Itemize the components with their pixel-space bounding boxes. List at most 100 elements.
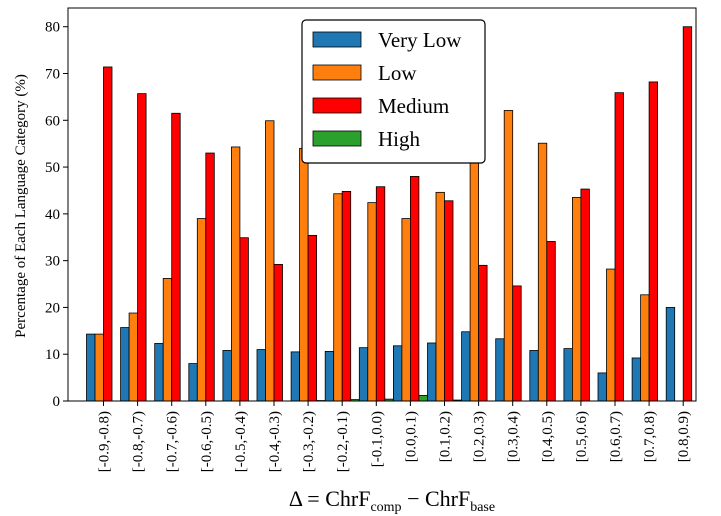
bar-low <box>299 147 309 402</box>
legend-label: High <box>378 127 421 151</box>
legend-swatch <box>312 64 362 81</box>
bar-medium <box>682 26 693 402</box>
x-axis-label: Δ = ChrFcomp − ChrFbase <box>289 486 495 515</box>
plot-frame <box>67 7 697 402</box>
bar-low <box>572 197 582 402</box>
bar-very-low <box>120 327 130 402</box>
bar-medium <box>546 241 556 402</box>
y-tick-label: 0 <box>53 394 61 410</box>
bar-very-low <box>222 350 232 402</box>
legend-box <box>301 19 486 164</box>
x-tick-label: [0.0,0.1) <box>403 411 419 462</box>
bar-very-low <box>188 363 198 402</box>
y-axis: 0 10 20 30 40 50 60 70 80 <box>45 20 68 410</box>
bar-low <box>196 218 207 402</box>
legend-swatch <box>312 130 362 147</box>
x-tick-label: [0.8,0.9) <box>676 411 692 462</box>
legend-swatch <box>312 31 362 48</box>
bar-low <box>333 193 343 402</box>
bar-medium <box>239 237 249 402</box>
x-axis-label-prefix: Δ = ChrF <box>289 486 371 511</box>
bar-very-low <box>529 350 539 402</box>
bar-low <box>503 110 514 402</box>
bar-medium <box>137 93 147 402</box>
bar-high <box>418 394 428 402</box>
bar-low <box>94 333 104 402</box>
bar-very-low <box>256 349 266 402</box>
x-tick-label: [0.7,0.8) <box>642 411 658 462</box>
x-tick-label: [0.1,0.2) <box>438 411 454 462</box>
x-axis: [-0.9,-0.8) [-0.8,-0.7) [-0.7,-0.6) [-0.6,-… <box>97 401 692 472</box>
bar-low <box>435 191 445 402</box>
bars-group <box>86 26 693 402</box>
x-tick-label: [-0.3,-0.2) <box>301 411 317 472</box>
bar-low <box>367 202 377 402</box>
bar-medium <box>648 81 658 402</box>
x-axis-label-sub-base: base <box>470 500 495 515</box>
x-axis-label-minus: − ChrF <box>402 486 471 511</box>
y-tick-label: 60 <box>45 113 60 129</box>
bar-low <box>606 268 616 402</box>
legend-label: Very Low <box>378 28 462 52</box>
bar-low <box>469 137 480 402</box>
bar-very-low <box>427 342 437 402</box>
x-tick-label: [0.3,0.4) <box>506 411 522 462</box>
x-tick-label: [-0.5,-0.4) <box>233 411 249 472</box>
legend-label: Low <box>378 61 417 85</box>
x-tick-label: [-0.4,-0.3) <box>267 411 283 472</box>
bar-very-low <box>290 351 301 402</box>
x-tick-label: [0.5,0.6) <box>574 411 590 462</box>
bar-low <box>162 278 173 402</box>
y-tick-label: 50 <box>45 160 60 176</box>
bar-medium <box>580 188 590 402</box>
bar-very-low <box>86 333 96 402</box>
bar-medium <box>341 190 352 402</box>
bar-medium <box>375 186 386 402</box>
bar-very-low <box>392 345 403 402</box>
legend-label: Medium <box>378 94 449 118</box>
bar-very-low <box>563 348 573 402</box>
bar-low <box>128 312 139 402</box>
y-tick-label: 20 <box>45 300 60 316</box>
y-tick-label: 30 <box>45 254 60 270</box>
y-tick-label: 80 <box>45 20 60 36</box>
bar-very-low <box>597 372 607 402</box>
bar-very-low <box>358 347 369 402</box>
x-axis-label-sub-comp: comp <box>370 500 401 515</box>
bar-low <box>401 218 411 402</box>
bar-very-low <box>631 357 641 402</box>
bar-low <box>265 120 275 402</box>
legend-swatch <box>312 97 362 114</box>
y-tick-label: 10 <box>45 347 60 363</box>
x-tick-label: [0.6,0.7) <box>608 411 624 462</box>
bar-medium <box>614 92 624 402</box>
bar-very-low <box>154 343 164 402</box>
bar-very-low <box>495 338 505 402</box>
bar-low <box>230 146 241 402</box>
x-tick-label: [-0.8,-0.7) <box>131 411 147 472</box>
bar-medium <box>512 285 522 402</box>
bar-medium <box>103 66 113 402</box>
legend: Very Low Low Medium High <box>301 19 486 164</box>
bar-medium <box>307 234 318 402</box>
x-tick-label: [-0.6,-0.5) <box>199 411 215 472</box>
bar-very-low <box>665 307 676 402</box>
bar-medium <box>273 263 283 402</box>
bar-low <box>640 294 650 402</box>
bar-low <box>537 142 548 402</box>
bar-medium <box>444 200 454 402</box>
bar-very-low <box>461 331 471 402</box>
y-axis-label: Percentage of Each Language Category (%) <box>13 74 29 338</box>
y-tick-label: 70 <box>45 67 60 83</box>
x-tick-label: [0.2,0.3) <box>472 411 488 462</box>
x-tick-label: [-0.2,-0.1) <box>335 411 351 472</box>
x-tick-label: [-0.1,0.0) <box>369 411 385 467</box>
x-tick-label: [-0.9,-0.8) <box>97 411 113 472</box>
x-tick-label: [-0.7,-0.6) <box>165 411 181 472</box>
bar-very-low <box>324 351 335 402</box>
x-tick-label: [0.4,0.5) <box>540 411 556 462</box>
bar-medium <box>171 112 181 402</box>
bar-medium <box>205 152 215 402</box>
y-tick-label: 40 <box>45 207 60 223</box>
